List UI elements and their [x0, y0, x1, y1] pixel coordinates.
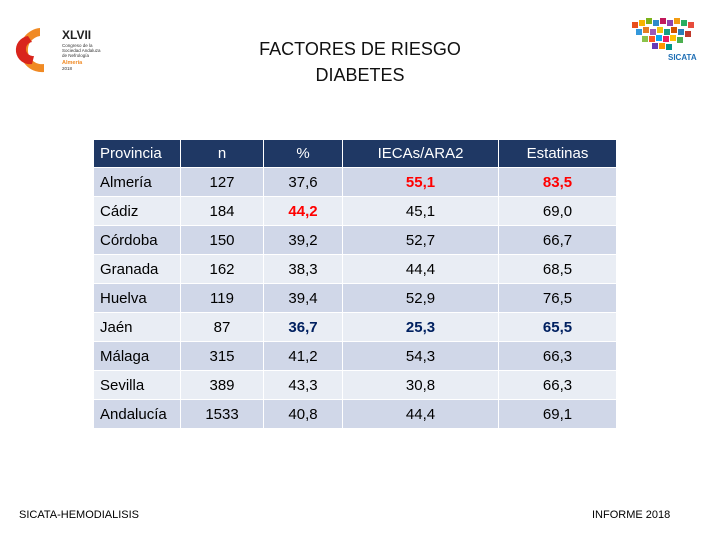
cell-n: 162	[181, 255, 263, 283]
table-row: Granada 162 38,3 44,4 68,5	[94, 255, 616, 283]
cell-provincia: Sevilla	[94, 371, 180, 399]
cell-percent: 36,7	[264, 313, 342, 341]
cell-estatinas: 69,0	[499, 197, 616, 225]
mosaic-map-icon	[632, 18, 694, 50]
cell-n: 184	[181, 197, 263, 225]
logo-line-3: de Nefrología	[62, 53, 90, 58]
table-row: Almería 127 37,6 55,1 83,5	[94, 168, 616, 196]
cell-estatinas: 65,5	[499, 313, 616, 341]
table-row: Andalucía 1533 40,8 44,4 69,1	[94, 400, 616, 428]
cell-provincia: Córdoba	[94, 226, 180, 254]
cell-estatinas: 76,5	[499, 284, 616, 312]
cell-iecas: 30,8	[343, 371, 498, 399]
cell-iecas: 52,9	[343, 284, 498, 312]
cell-percent: 44,2	[264, 197, 342, 225]
cell-percent: 40,8	[264, 400, 342, 428]
cell-provincia: Málaga	[94, 342, 180, 370]
column-header-percent: %	[264, 140, 342, 167]
cell-n: 127	[181, 168, 263, 196]
cell-percent: 41,2	[264, 342, 342, 370]
cell-iecas: 45,1	[343, 197, 498, 225]
cell-provincia: Huelva	[94, 284, 180, 312]
cell-estatinas: 66,3	[499, 342, 616, 370]
cell-iecas: 52,7	[343, 226, 498, 254]
table-row: Córdoba 150 39,2 52,7 66,7	[94, 226, 616, 254]
table-row: Huelva 119 39,4 52,9 76,5	[94, 284, 616, 312]
cell-iecas: 55,1	[343, 168, 498, 196]
cell-estatinas: 68,5	[499, 255, 616, 283]
cell-provincia: Jaén	[94, 313, 180, 341]
risk-factors-table: Provincia n % IECAs/ARA2 Estatinas Almer…	[93, 139, 617, 429]
page-title: FACTORES DE RIESGO DIABETES	[230, 36, 490, 88]
column-header-n: n	[181, 140, 263, 167]
cell-n: 150	[181, 226, 263, 254]
cell-iecas: 44,4	[343, 400, 498, 428]
cell-n: 119	[181, 284, 263, 312]
cell-provincia: Granada	[94, 255, 180, 283]
table-row: Cádiz 184 44,2 45,1 69,0	[94, 197, 616, 225]
cell-provincia: Almería	[94, 168, 180, 196]
table-row: Málaga 315 41,2 54,3 66,3	[94, 342, 616, 370]
cell-iecas: 25,3	[343, 313, 498, 341]
cell-iecas: 54,3	[343, 342, 498, 370]
logo-line-2: Sociedad Andaluza	[62, 48, 101, 53]
cell-percent: 39,2	[264, 226, 342, 254]
logo-numeral: XLVII	[62, 28, 91, 42]
logo-line-1: Congreso de la	[62, 43, 93, 48]
cell-n: 1533	[181, 400, 263, 428]
cell-estatinas: 69,1	[499, 400, 616, 428]
table-header-row: Provincia n % IECAs/ARA2 Estatinas	[94, 140, 616, 167]
cell-iecas: 44,4	[343, 255, 498, 283]
logo-swirl-red-icon	[15, 36, 34, 65]
table-row: Jaén 87 36,7 25,3 65,5	[94, 313, 616, 341]
logo-line-4: Almería	[62, 60, 83, 66]
cell-estatinas: 66,3	[499, 371, 616, 399]
cell-percent: 37,6	[264, 168, 342, 196]
congress-logo: XLVII Congreso de la Sociedad Andaluza d…	[15, 28, 101, 73]
column-header-estatinas: Estatinas	[499, 140, 616, 167]
cell-provincia: Cádiz	[94, 197, 180, 225]
cell-percent: 39,4	[264, 284, 342, 312]
cell-percent: 38,3	[264, 255, 342, 283]
logo-line-5: 2018	[62, 66, 73, 71]
title-line-1: FACTORES DE RIESGO	[259, 39, 461, 59]
cell-provincia: Andalucía	[94, 400, 180, 428]
sicata-logo-label: SICATA	[668, 53, 697, 62]
cell-n: 87	[181, 313, 263, 341]
sicata-logo: SICATA	[632, 18, 697, 62]
cell-estatinas: 83,5	[499, 168, 616, 196]
column-header-provincia: Provincia	[94, 140, 180, 167]
footer-report: INFORME 2018	[592, 509, 671, 521]
table-row: Sevilla 389 43,3 30,8 66,3	[94, 371, 616, 399]
cell-estatinas: 66,7	[499, 226, 616, 254]
footer-source: SICATA-HEMODIALISIS	[19, 509, 140, 521]
cell-percent: 43,3	[264, 371, 342, 399]
column-header-iecas: IECAs/ARA2	[343, 140, 498, 167]
cell-n: 389	[181, 371, 263, 399]
cell-n: 315	[181, 342, 263, 370]
title-line-2: DIABETES	[315, 65, 405, 85]
